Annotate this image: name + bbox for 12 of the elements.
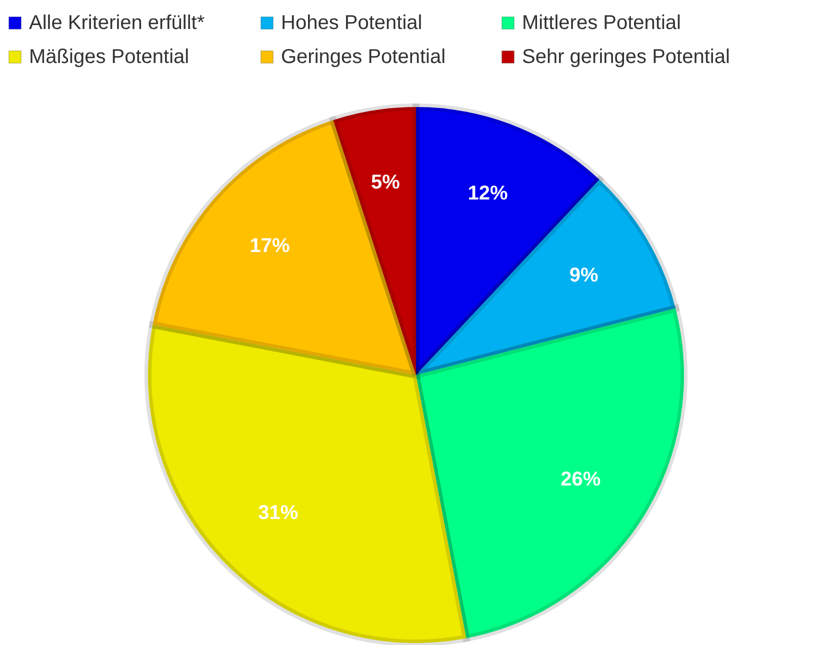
legend-label: Geringes Potential xyxy=(281,46,446,68)
data-label: 17% xyxy=(250,235,290,258)
legend-label: Mittleres Potential xyxy=(522,12,681,34)
data-label: 9% xyxy=(569,264,599,287)
data-label: 26% xyxy=(560,468,601,490)
data-label: 5% xyxy=(371,171,400,194)
legend-label: Alle Kriterien erfüllt* xyxy=(29,12,205,34)
legend-label: Mäßiges Potential xyxy=(29,46,190,68)
data-label: 12% xyxy=(468,182,508,205)
legend-label: Hohes Potential xyxy=(281,12,422,34)
legend-label: Sehr geringes Potential xyxy=(522,46,730,68)
data-label: 31% xyxy=(258,502,298,524)
